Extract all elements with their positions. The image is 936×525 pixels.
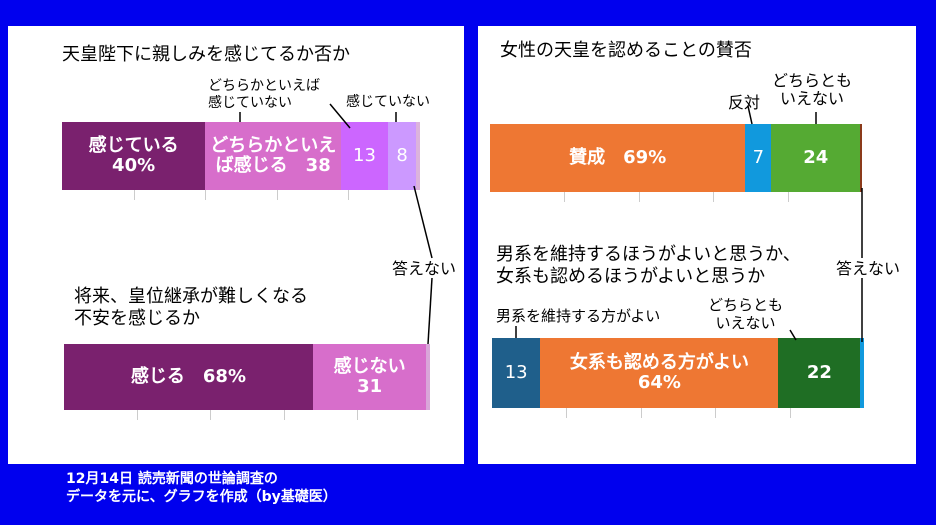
emperor-affinity-gridline-4 [348,190,350,200]
chart3-title: 女性の天皇を認めることの賛否 [500,40,752,61]
chart1-title: 天皇陛下に親しみを感じてるか否か [62,44,350,65]
succession-anxiety-segment-1 [312,344,427,410]
footer-note: 12月14日 読売新聞の世論調査の データを元に、グラフを作成（by基礎医） [66,471,337,505]
chart4-callout-neither: どちらとも いえない [708,296,784,332]
emperor-affinity-segment-label-0: 感じている 40% [88,135,179,176]
emperor-affinity-segment-label-1: どちらかといえ ば感じる 38 [210,135,337,176]
female-emperor-gridline-2 [638,192,640,202]
emperor-affinity-gridline-2 [205,190,207,200]
emperor-affinity-gridline-1 [133,190,135,200]
emperor-affinity-segment-1 [205,122,342,190]
emperor-affinity-segment-2 [341,122,388,190]
male-line-gridline-1 [566,408,568,418]
right-no-answer-label: 答えない [836,259,901,278]
female-emperor-segment-2 [771,124,861,192]
chart4-bar: 13 女系も認める方がよい 64% 22 [492,338,864,418]
male-line-segment-label-2: 22 [806,362,832,383]
chart3-bar: 賛成 69% 7 24 [490,124,862,202]
emperor-affinity-gridline-3 [276,190,278,200]
chart3-callout-neither: どちらとも いえない [772,71,853,108]
chart2-title: 将来、皇位継承が難しくなる 不安を感じるか [74,286,308,329]
emperor-affinity-segment-0 [62,122,206,190]
female-emperor-gridline-4 [787,192,789,202]
succession-anxiety-gridline-3 [283,410,285,420]
male-line-segment-0 [492,338,541,408]
female-emperor-segment-0 [490,124,746,192]
female-emperor-segment-1 [745,124,772,192]
succession-anxiety-segment-label-1: 感じない 31 [333,356,406,397]
emperor-affinity-segment-4 [416,122,420,190]
emperor-affinity-segment-label-3: 8 [396,145,408,166]
emperor-affinity-segment-label-2: 13 [353,145,376,166]
succession-anxiety-gridline-4 [356,410,358,420]
chart4-title: 男系を維持するほうがよいと思うか、 女系も認めるほうがよいと思うか [496,244,801,287]
succession-anxiety-segment-label-0: 感じる 68% [130,366,246,387]
male-line-gridline-3 [715,408,717,418]
chart1-callout-somewhat-no: どちらかといえば 感じていない [208,78,320,111]
chart3-callout-oppose: 反対 [728,93,761,112]
male-line-segment-2 [778,338,861,408]
chart2-bar: 感じる 68% 感じない 31 [64,344,430,420]
female-emperor-segment-label-2: 24 [803,147,829,168]
male-line-segment-label-1: 女系も認める方がよい 64% [569,352,749,393]
male-line-segment-1 [540,338,779,408]
female-emperor-segment-label-1: 7 [752,147,765,168]
female-emperor-segment-3 [860,124,862,192]
male-line-gridline-4 [789,408,791,418]
female-emperor-gridline-1 [564,192,566,202]
male-line-segment-label-0: 13 [504,362,528,383]
female-emperor-segment-label-0: 賛成 69% [569,147,667,168]
succession-anxiety-gridline-2 [210,410,212,420]
succession-anxiety-gridline-1 [137,410,139,420]
male-line-gridline-2 [640,408,642,418]
chart1-callout-no: 感じていない [346,94,430,110]
left-no-answer-label: 答えない [392,259,457,278]
male-line-segment-3 [860,338,864,408]
succession-anxiety-segment-0 [64,344,313,410]
emperor-affinity-segment-3 [387,122,417,190]
chart1-bar: 感じている 40% どちらかといえ ば感じる 38 13 8 [62,122,420,200]
chart4-callout-male: 男系を維持する方がよい [496,307,661,325]
female-emperor-gridline-3 [713,192,715,202]
succession-anxiety-segment-2 [426,344,430,410]
